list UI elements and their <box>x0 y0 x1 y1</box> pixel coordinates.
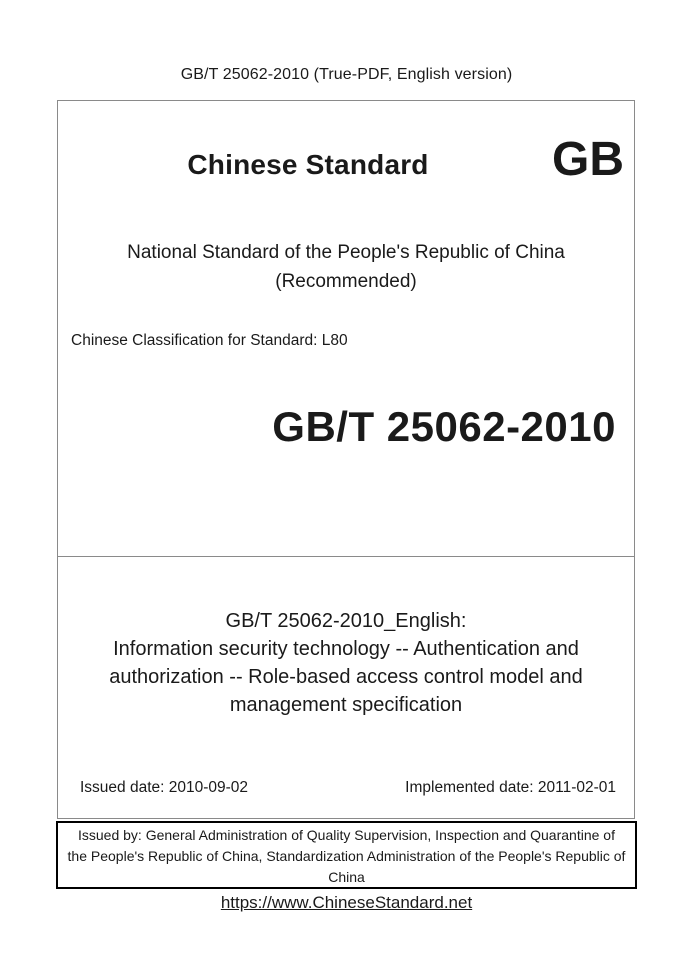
page-header: GB/T 25062-2010 (True-PDF, English versi… <box>180 66 513 83</box>
title-box: GB/T 25062-2010_English: Information sec… <box>57 556 635 819</box>
implemented-date: Implemented date: 2011-02-01 <box>405 779 616 796</box>
standard-title-line-2: Information security technology -- Authe… <box>113 638 579 660</box>
issuer-box: Issued by: General Administration of Qua… <box>56 821 637 889</box>
issuer-line-1: Issued by: General Administration of Qua… <box>78 827 615 843</box>
gb-logo: GB <box>552 133 624 186</box>
recommended-line: (Recommended) <box>275 271 417 292</box>
dates-row: Issued date: 2010-09-02 Implemented date… <box>80 779 616 797</box>
website-link[interactable]: https://www.ChineseStandard.net <box>220 893 473 912</box>
standard-title-line-1: GB/T 25062-2010_English: <box>225 610 467 632</box>
standard-number: GB/T 25062-2010 <box>272 403 616 450</box>
standard-title-line-3: authorization -- Role-based access contr… <box>109 666 583 688</box>
standard-title: GB/T 25062-2010_English: Information sec… <box>58 607 634 719</box>
standard-title-line-4: management specification <box>229 694 463 716</box>
issuer-line-2: the People's Republic of China, Standard… <box>67 848 626 864</box>
issued-date: Issued date: 2010-09-02 <box>80 779 249 796</box>
cover-box: Chinese Standard GB National Standard of… <box>57 100 635 557</box>
page-footer: https://www.ChineseStandard.net <box>0 893 693 913</box>
issuer-line-3: China <box>328 869 365 885</box>
classification-line: Chinese Classification for Standard: L80 <box>71 332 348 349</box>
national-standard-line: National Standard of the People's Republ… <box>127 242 565 263</box>
brand-title: Chinese Standard <box>187 149 429 180</box>
